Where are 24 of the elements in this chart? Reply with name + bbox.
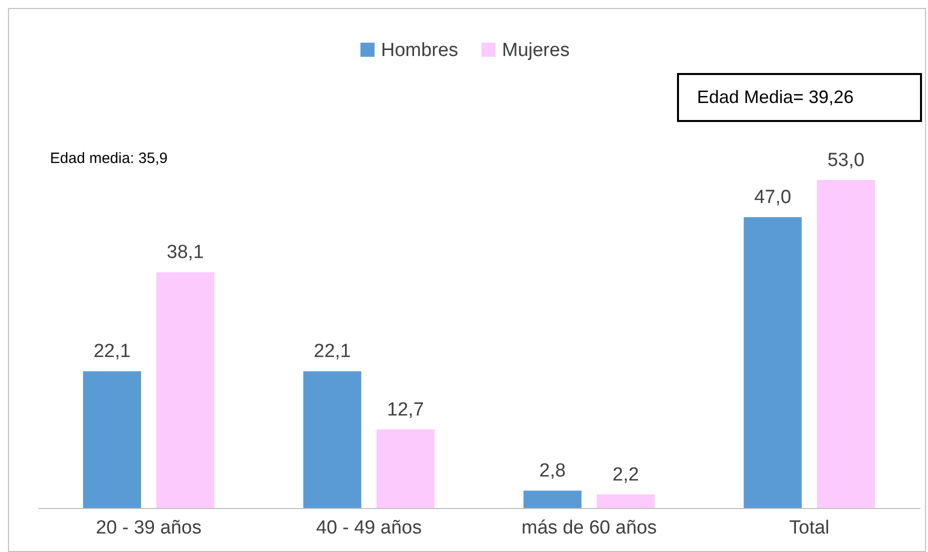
bar [376, 429, 434, 508]
legend-label: Mujeres [502, 40, 570, 61]
data-label: 22,1 [94, 341, 131, 362]
bar [303, 371, 362, 508]
x-tick-label: 20 - 39 años [96, 518, 202, 538]
data-label: 2,2 [612, 464, 639, 486]
legend-label: Hombres [381, 40, 458, 61]
bar [156, 272, 214, 508]
bar [83, 371, 142, 508]
text: Edad Media= 39,26 [677, 73, 922, 122]
x-tick-label: Total [789, 518, 830, 538]
bar [596, 494, 655, 508]
x-tick-label: 40 - 49 años [316, 518, 422, 538]
data-label: 38,1 [166, 242, 204, 264]
bar [816, 180, 875, 508]
data-label: 47,0 [754, 187, 792, 208]
bar [744, 217, 802, 508]
text: Edad media: 35,9 [50, 150, 168, 167]
bar [524, 490, 582, 508]
data-label: 2,8 [539, 460, 566, 482]
data-label: 22,1 [314, 341, 351, 362]
data-label: 53,0 [827, 150, 864, 171]
x-tick-label: más de 60 años [522, 518, 657, 538]
data-label: 12,7 [387, 399, 424, 420]
